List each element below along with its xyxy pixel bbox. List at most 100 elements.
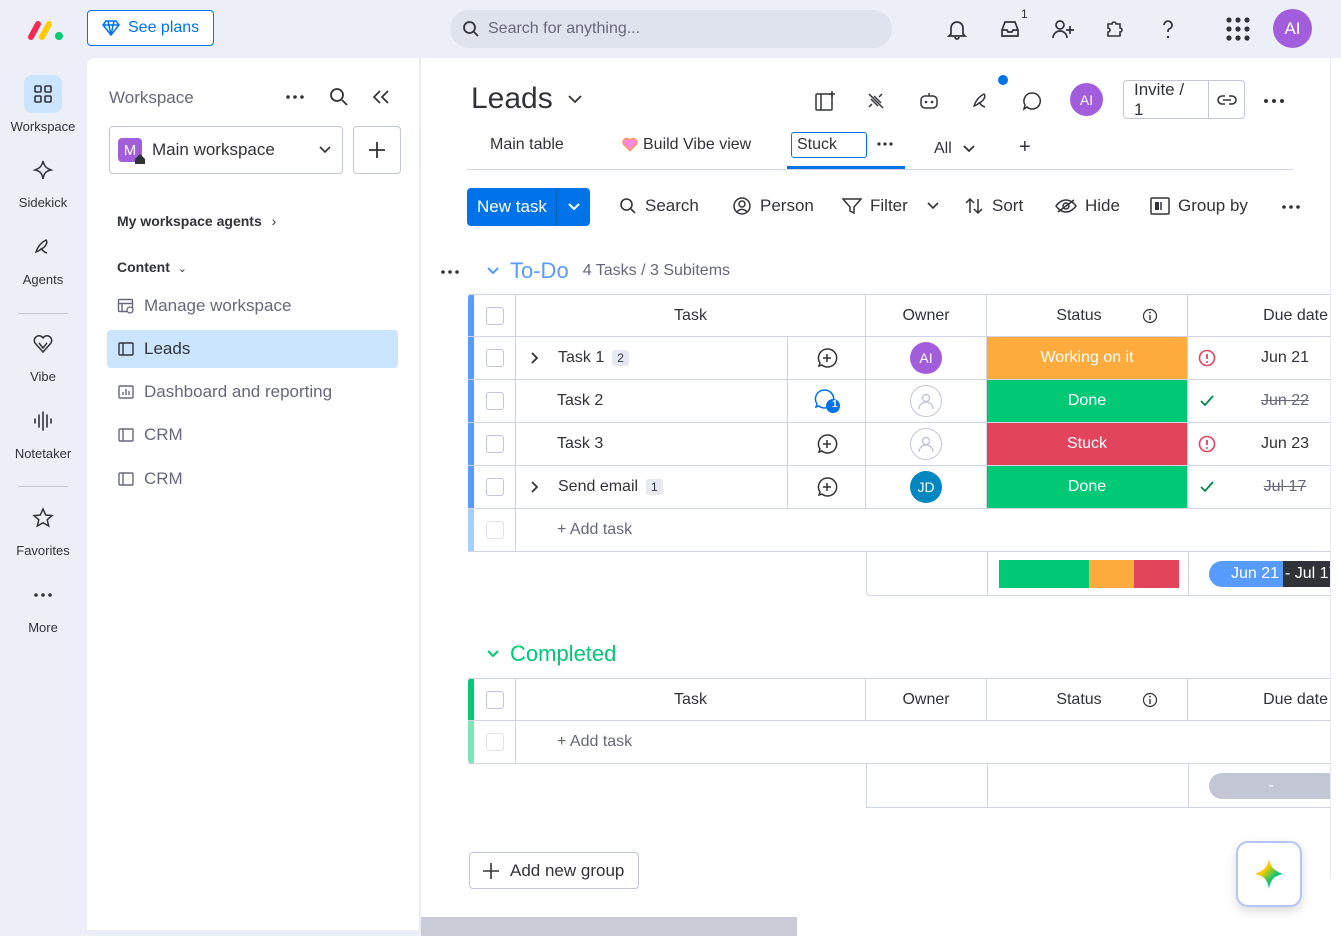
chevron-down-icon[interactable] (926, 201, 940, 211)
sidebar-item-dashboard[interactable]: Dashboard and reporting (107, 373, 398, 411)
status-cell[interactable]: Stuck (987, 423, 1188, 465)
task-name[interactable]: Task 2 (557, 392, 604, 409)
group-options-icon[interactable] (441, 262, 459, 280)
date-range-summary[interactable]: Jun 21 - Jul 17 (1209, 561, 1333, 587)
row-checkbox[interactable] (474, 466, 516, 508)
group-by-button[interactable]: Group by (1150, 196, 1248, 216)
help-icon[interactable] (1153, 14, 1183, 44)
task-name[interactable]: Task 3 (557, 435, 604, 452)
copy-link-icon[interactable] (1208, 81, 1244, 118)
column-header-status[interactable]: Status (987, 679, 1188, 721)
sidekick-fab-button[interactable] (1236, 841, 1302, 907)
app-switcher-grid-icon[interactable] (1223, 14, 1253, 44)
column-header-owner[interactable]: Owner (866, 295, 987, 337)
new-task-button[interactable]: New task (467, 188, 590, 226)
invite-members-icon[interactable] (1048, 14, 1078, 44)
column-header-due-date[interactable]: Due date (1263, 691, 1328, 708)
status-cell[interactable]: Done (987, 466, 1188, 508)
owner-cell[interactable]: AI (866, 337, 987, 379)
tab-more-icon[interactable] (877, 134, 893, 152)
owner-cell[interactable] (866, 423, 987, 465)
task-name[interactable]: Send email (558, 478, 639, 495)
info-icon[interactable] (1142, 692, 1158, 708)
column-header-owner[interactable]: Owner (866, 679, 987, 721)
horizontal-scrollbar[interactable] (421, 917, 797, 936)
add-new-group-button[interactable]: Add new group (469, 852, 639, 889)
sidebar-item-leads[interactable]: Leads (107, 330, 398, 368)
info-icon[interactable] (1142, 308, 1158, 324)
tab-rename-input[interactable]: Stuck (791, 132, 867, 158)
updates-chat-icon[interactable] (1017, 86, 1047, 116)
collapse-sidebar-icon[interactable] (369, 85, 393, 109)
sort-button[interactable]: Sort (964, 196, 1023, 216)
chevron-down-icon[interactable] (486, 266, 500, 276)
add-update-icon[interactable] (788, 337, 866, 379)
add-update-icon[interactable] (788, 466, 866, 508)
sidebar-item-manage-workspace[interactable]: Manage workspace (107, 287, 398, 325)
automate-robot-icon[interactable] (914, 86, 944, 116)
add-task-row[interactable]: + Add task (468, 509, 1341, 552)
due-date-cell[interactable]: Jun 23 (1188, 423, 1341, 465)
sidebar-item-crm[interactable]: CRM (107, 460, 398, 498)
new-task-dropdown[interactable] (556, 188, 590, 226)
person-filter-button[interactable]: Person (732, 196, 814, 216)
board-avatar[interactable]: AI (1070, 83, 1103, 116)
group-title[interactable]: To-Do (510, 258, 569, 283)
row-checkbox[interactable] (474, 423, 516, 465)
search-button[interactable]: Search (619, 196, 699, 216)
updates-icon[interactable]: 1 (788, 380, 866, 422)
chevron-right-icon[interactable] (530, 480, 540, 494)
invite-button[interactable]: Invite / 1 (1123, 80, 1245, 119)
task-cell[interactable]: Task 1 2 (516, 337, 788, 379)
group-title[interactable]: Completed (510, 641, 617, 666)
due-date-cell[interactable]: Jun 22 (1188, 380, 1341, 422)
workspace-selector[interactable]: M Main workspace (109, 126, 343, 174)
nav-notetaker[interactable]: Notetaker (0, 402, 86, 461)
nav-sidekick[interactable]: Sidekick (0, 151, 86, 210)
filter-button[interactable]: Filter (842, 196, 940, 216)
add-task-input[interactable]: + Add task (557, 733, 633, 750)
tab-build-vibe-view[interactable]: Build Vibe view (622, 136, 751, 154)
table-row[interactable]: Task 3 Stuck Jun 23 (468, 423, 1341, 466)
date-range-summary[interactable]: - (1209, 773, 1333, 799)
group-header-completed[interactable]: Completed (486, 641, 616, 667)
sidebar-item-crm[interactable]: CRM (107, 416, 398, 454)
status-summary-bar[interactable] (999, 560, 1179, 588)
add-task-input[interactable]: + Add task (557, 521, 633, 538)
notifications-bell-icon[interactable] (942, 14, 972, 44)
select-all-checkbox[interactable] (474, 295, 516, 337)
status-cell[interactable]: Done (987, 380, 1188, 422)
nav-agents[interactable]: Agents (0, 228, 86, 287)
agents-section[interactable]: My workspace agents › (117, 213, 276, 229)
tab-all-dropdown[interactable]: All (934, 140, 976, 158)
chevron-down-icon[interactable] (486, 649, 500, 659)
sidebar-search-icon[interactable] (327, 85, 351, 109)
nav-favorites[interactable]: Favorites (0, 499, 86, 558)
owner-cell[interactable]: JD (866, 466, 987, 508)
select-all-checkbox[interactable] (474, 679, 516, 721)
user-avatar[interactable]: AI (1273, 9, 1312, 48)
nav-workspace[interactable]: Workspace (0, 75, 86, 134)
task-cell[interactable]: Task 2 (516, 380, 788, 422)
table-row[interactable]: Task 1 2 AI Working on it Jun 21 (468, 337, 1341, 380)
add-view-button[interactable]: + (1019, 136, 1031, 158)
nav-vibe[interactable]: Vibe (0, 325, 86, 384)
integrate-icon[interactable] (861, 86, 891, 116)
sidekick-panel-icon[interactable] (810, 86, 840, 116)
see-plans-button[interactable]: See plans (87, 10, 214, 46)
due-date-cell[interactable]: Jul 17 (1188, 466, 1341, 508)
column-header-task[interactable]: Task (516, 295, 866, 337)
row-checkbox[interactable] (474, 380, 516, 422)
agents-icon[interactable] (966, 86, 996, 116)
apps-puzzle-icon[interactable] (1100, 14, 1130, 44)
row-checkbox[interactable] (474, 337, 516, 379)
global-search-input[interactable]: Search for anything... (450, 10, 892, 48)
nav-more[interactable]: More (0, 576, 86, 635)
add-update-icon[interactable] (788, 423, 866, 465)
column-header-due-date[interactable]: Due date (1263, 307, 1328, 324)
owner-cell[interactable] (866, 380, 987, 422)
status-cell[interactable]: Working on it (987, 337, 1188, 379)
due-date-cell[interactable]: Jun 21 (1188, 337, 1341, 379)
content-section[interactable]: Content ⌄ (117, 259, 187, 275)
vertical-scrollbar[interactable] (1330, 58, 1341, 878)
